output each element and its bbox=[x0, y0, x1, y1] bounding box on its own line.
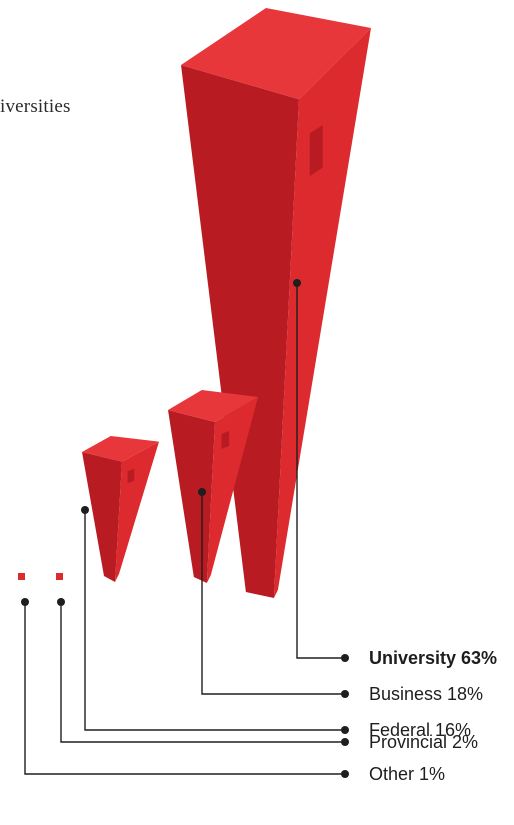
legend-dot-other bbox=[341, 770, 349, 778]
leader-line-business bbox=[201, 492, 345, 695]
leader-dot-provincial bbox=[57, 598, 65, 606]
pyramid-university-notch bbox=[309, 124, 323, 177]
pyramid-business-front-face bbox=[168, 410, 215, 583]
leader-dot-federal bbox=[81, 506, 89, 514]
leader-line-university bbox=[296, 283, 345, 659]
legend-dot-university bbox=[341, 654, 349, 662]
leader-dot-university bbox=[293, 279, 301, 287]
pyramid-business-notch bbox=[221, 431, 230, 449]
legend-label-other: Other 1% bbox=[369, 764, 445, 784]
marker-other bbox=[18, 573, 25, 580]
legend-label-provincial: Provincial 2% bbox=[369, 732, 478, 752]
pyramid-university-front-face bbox=[181, 65, 299, 598]
leader-line-other bbox=[24, 602, 345, 775]
pyramid-university-top-face bbox=[181, 8, 371, 100]
legend-label-university: University 63% bbox=[369, 648, 497, 668]
pyramid-federal-front-face bbox=[82, 452, 122, 582]
pyramid-university-side-face bbox=[273, 27, 371, 598]
pyramid-federal-side-face bbox=[115, 441, 159, 582]
pyramid-business-side-face bbox=[206, 397, 258, 583]
leader-dot-business bbox=[198, 488, 206, 496]
leader-dot-other bbox=[21, 598, 29, 606]
leader-line-federal bbox=[84, 510, 345, 731]
legend-label-business: Business 18% bbox=[369, 684, 483, 704]
pyramid-federal-notch bbox=[127, 468, 135, 484]
intro-text: iversities bbox=[0, 96, 71, 117]
legend-dot-business bbox=[341, 690, 349, 698]
legend-label-federal: Federal 16% bbox=[369, 720, 471, 740]
legend-dot-federal bbox=[341, 726, 349, 734]
pyramid-business-top-face bbox=[168, 390, 258, 422]
marker-provincial bbox=[56, 573, 63, 580]
legend-dot-provincial bbox=[341, 738, 349, 746]
pyramid-federal-top-face bbox=[82, 436, 159, 462]
leader-line-provincial bbox=[60, 602, 345, 743]
